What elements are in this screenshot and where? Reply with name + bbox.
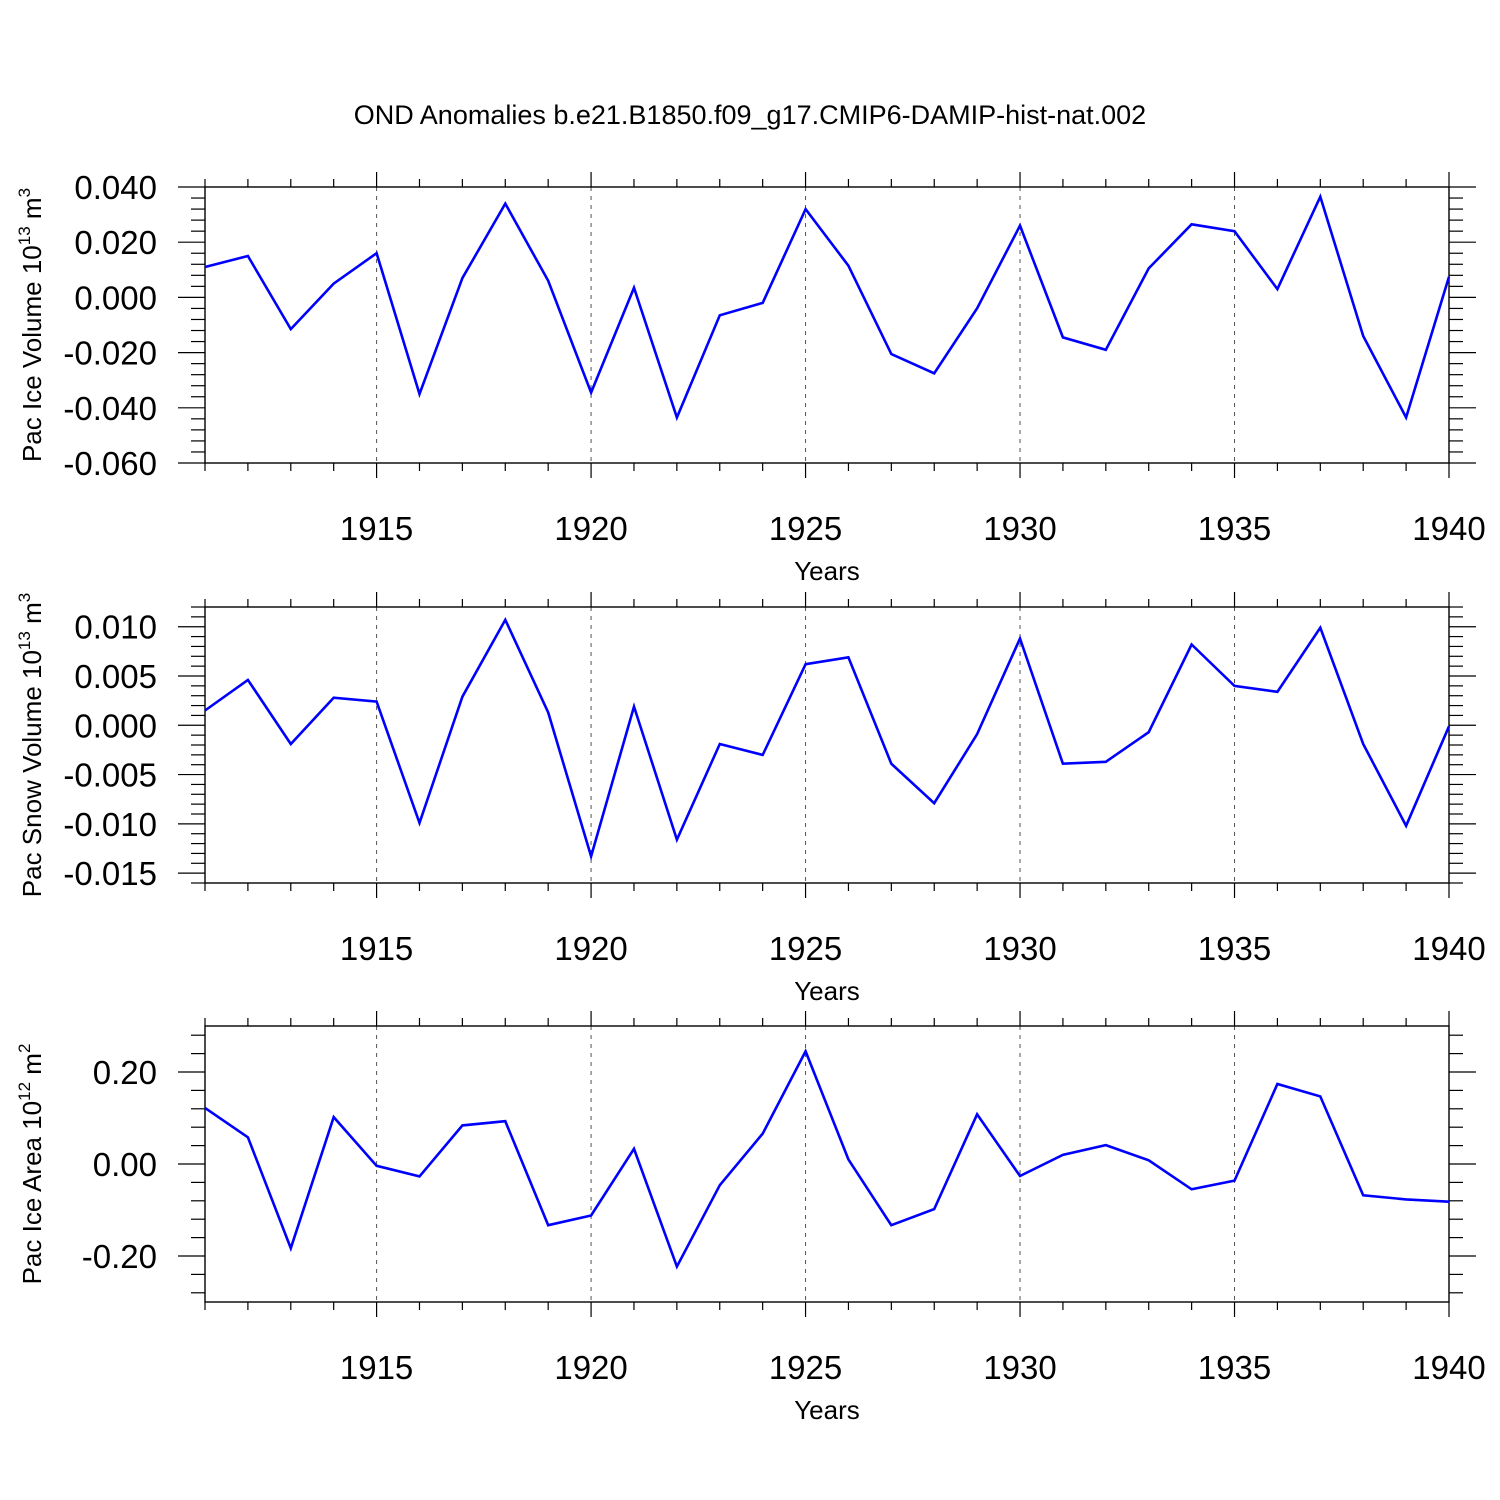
x-tick-label: 1920 — [554, 510, 627, 547]
x-tick-label: 1935 — [1198, 1349, 1271, 1386]
y-axis-label-main: Pac Ice Area 10 — [17, 1101, 47, 1285]
x-tick-label: 1940 — [1412, 930, 1485, 967]
y-tick-label: 0.040 — [74, 169, 157, 206]
series-line-snow-volume — [204, 616, 1451, 862]
y-axis-label-exponent: 12 — [15, 1082, 34, 1101]
x-tick-label: 1935 — [1198, 510, 1271, 547]
y-tick-label: 0.010 — [74, 609, 157, 646]
x-tick-label: 1940 — [1412, 1349, 1485, 1386]
y-axis-label-unit: m — [17, 197, 47, 226]
x-tick-label: 1915 — [340, 1349, 413, 1386]
y-tick-label: -0.060 — [63, 445, 157, 482]
x-tick-label: 1930 — [983, 930, 1056, 967]
x-axis-label: Years — [794, 556, 860, 586]
y-tick-label: 0.000 — [74, 279, 157, 316]
y-axis-label-unit: m — [17, 602, 47, 631]
x-tick-label: 1920 — [554, 930, 627, 967]
x-tick-label: 1930 — [983, 510, 1056, 547]
y-axis-label-unit-exponent: 2 — [15, 1044, 34, 1053]
y-axis-label: Pac Ice Volume 1013 m3 — [15, 188, 47, 462]
panel-ice-volume: -0.060 -0.040 -0.020 0.000 0.020 0.040 1915 192… — [15, 169, 1486, 586]
x-tick-label: 1935 — [1198, 930, 1271, 967]
y-tick-label: 0.00 — [93, 1146, 157, 1183]
y-tick-label: -0.010 — [63, 806, 157, 843]
panel-snow-volume: -0.015 -0.010 -0.005 0.000 0.005 0.010 1915 192… — [15, 592, 1486, 1006]
x-tick-label: 1920 — [554, 1349, 627, 1386]
y-tick-label: -0.015 — [63, 855, 157, 892]
y-tick-label: 0.000 — [74, 707, 157, 744]
x-axis-label: Years — [794, 1395, 860, 1425]
y-tick-label: 0.020 — [74, 224, 157, 261]
y-axis-label: Pac Snow Volume 1013 m3 — [15, 593, 47, 897]
y-axis-label-exponent: 13 — [15, 226, 34, 245]
y-tick-label: -0.005 — [63, 757, 157, 794]
y-tick-label: -0.040 — [63, 390, 157, 427]
y-axis-label-unit: m — [17, 1053, 47, 1082]
x-tick-label: 1930 — [983, 1349, 1056, 1386]
y-tick-label: -0.020 — [63, 335, 157, 372]
x-tick-label: 1925 — [769, 1349, 842, 1386]
y-axis-label-unit-exponent: 3 — [15, 593, 34, 602]
y-axis-label-main: Pac Snow Volume 10 — [17, 650, 47, 897]
panel-ice-area: -0.20 0.00 0.20 1915 1920 1925 1930 1935 1940 Yea… — [15, 1011, 1486, 1425]
x-tick-label: 1925 — [769, 510, 842, 547]
y-axis-label-exponent: 13 — [15, 631, 34, 650]
y-axis-label: Pac Ice Area 1012 m2 — [15, 1044, 47, 1285]
y-axis-label-main: Pac Ice Volume 10 — [17, 245, 47, 462]
y-tick-label: 0.005 — [74, 658, 157, 695]
y-axis-label-unit-exponent: 3 — [15, 188, 34, 197]
x-tick-label: 1915 — [340, 510, 413, 547]
series-line-ice-volume — [204, 193, 1451, 422]
plot-frame — [204, 1025, 1450, 1303]
chart-title: OND Anomalies b.e21.B1850.f09_g17.CMIP6-… — [354, 100, 1146, 130]
x-axis-label: Years — [794, 976, 860, 1006]
x-tick-label: 1940 — [1412, 510, 1485, 547]
y-tick-label: 0.20 — [93, 1054, 157, 1091]
plot-frame — [204, 186, 1450, 464]
series-line-ice-area — [204, 1048, 1450, 1270]
y-tick-label: -0.20 — [82, 1238, 157, 1275]
x-tick-label: 1925 — [769, 930, 842, 967]
x-tick-label: 1915 — [340, 930, 413, 967]
